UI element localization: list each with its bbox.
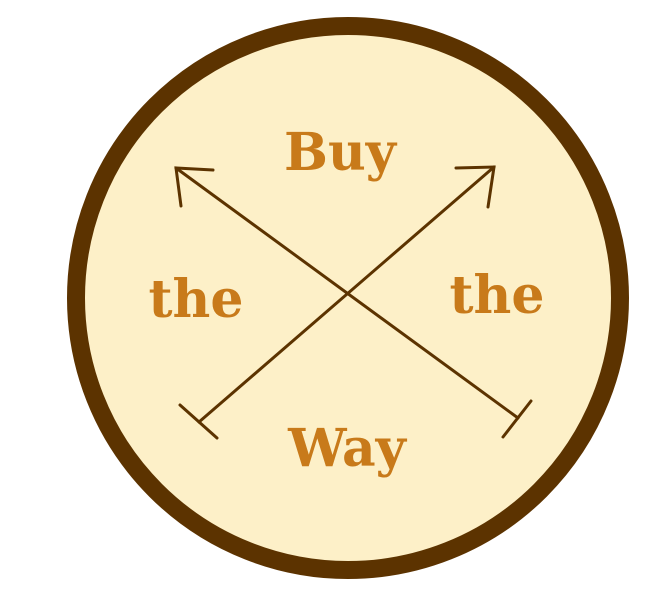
word-bottom: Way [287, 418, 408, 479]
crossing-arrows [174, 165, 533, 440]
word-right: the [450, 265, 545, 326]
arrow-line-up-right [197, 165, 496, 424]
arrowhead-up-left [174, 166, 215, 208]
arrowhead-up-right [454, 165, 496, 209]
tee-end-bottom-right [501, 399, 533, 439]
tee-end-bottom-left [178, 403, 219, 440]
word-top: Buy [284, 122, 398, 183]
word-left: the [149, 269, 244, 330]
